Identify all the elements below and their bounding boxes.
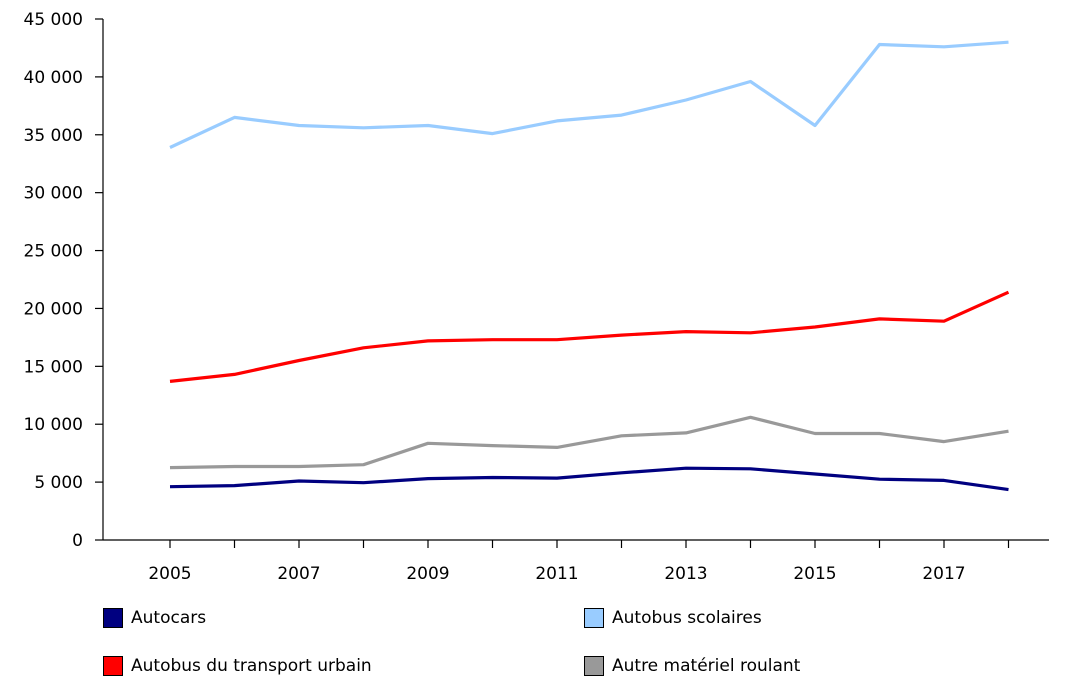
x-tick-label: 2005 bbox=[148, 564, 191, 584]
y-tick-label: 10 000 bbox=[24, 415, 83, 435]
y-tick-label: 5 000 bbox=[34, 473, 83, 493]
y-axis-ticks: 0 5 000 10 000 15 000 20 000 25 000 30 000 35 0… bbox=[24, 10, 103, 551]
y-tick-label: 15 000 bbox=[24, 357, 83, 377]
y-tick-label: 45 000 bbox=[24, 10, 83, 30]
y-tick-label: 25 000 bbox=[24, 242, 83, 262]
series-line-2 bbox=[169, 290, 1010, 383]
x-tick-label: 2009 bbox=[406, 564, 449, 584]
x-axis-ticks: 2005 2007 2009 2011 2013 2015 2017 bbox=[148, 540, 1010, 584]
y-tick-label: 30 000 bbox=[24, 184, 83, 204]
x-tick-label: 2007 bbox=[277, 564, 320, 584]
series-line-3 bbox=[169, 415, 1009, 470]
y-tick-label: 40 000 bbox=[24, 68, 83, 88]
x-tick-label: 2015 bbox=[793, 564, 836, 584]
x-tick-label: 2013 bbox=[664, 564, 707, 584]
series-lines bbox=[169, 40, 1010, 492]
axes bbox=[102, 19, 1049, 541]
x-tick-label: 2017 bbox=[922, 564, 965, 584]
series-line-1 bbox=[169, 40, 1009, 149]
y-tick-label: 35 000 bbox=[24, 126, 83, 146]
y-tick-label: 20 000 bbox=[24, 299, 83, 319]
series-line-0 bbox=[169, 466, 1009, 492]
x-tick-label: 2011 bbox=[535, 564, 578, 584]
y-tick-label: 0 bbox=[72, 531, 83, 551]
